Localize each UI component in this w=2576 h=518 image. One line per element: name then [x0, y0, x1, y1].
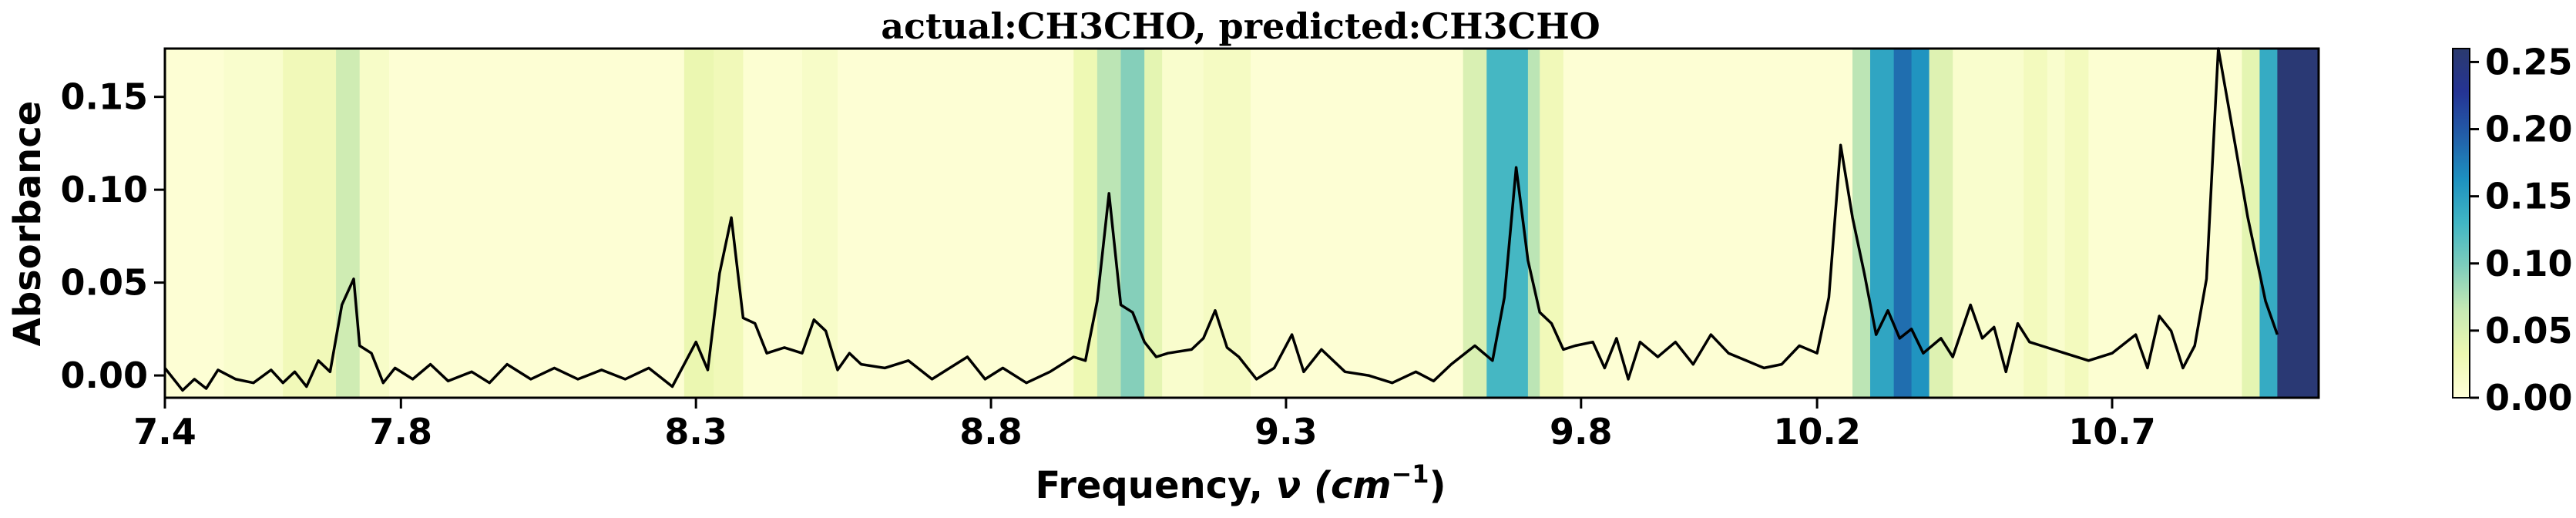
x-tick-label: 8.3	[664, 411, 727, 452]
x-tick-label: 7.4	[133, 411, 196, 452]
importance-band	[837, 49, 1074, 398]
importance-band	[1870, 49, 1895, 398]
colorbar-tick-label: 0.25	[2485, 41, 2573, 82]
importance-band	[2064, 49, 2089, 398]
y-axis-label: Absorbance	[6, 101, 49, 347]
importance-band	[1563, 49, 1853, 398]
importance-band	[714, 49, 744, 398]
colorbar-gradient	[2452, 48, 2470, 399]
importance-band	[1097, 49, 1122, 398]
x-axis-label-space	[1301, 464, 1314, 507]
importance-band	[1144, 49, 1163, 398]
colorbar-tick-label: 0.20	[2485, 109, 2573, 150]
y-axis: 0.00 0.05 0.10 0.15	[61, 76, 165, 396]
absorbance-line	[163, 47, 2279, 392]
x-tick-label: 10.2	[1773, 411, 1861, 452]
x-tick-label: 10.7	[2068, 411, 2156, 452]
importance-band	[2242, 49, 2260, 398]
importance-band	[1162, 49, 1204, 398]
importance-band	[2088, 49, 2242, 398]
importance-bands	[165, 49, 2319, 398]
importance-band	[1073, 49, 1098, 398]
chart-title: actual:CH3CHO, predicted:CH3CHO	[881, 5, 1600, 47]
x-tick-label: 8.8	[959, 411, 1023, 452]
importance-band	[165, 49, 225, 398]
importance-band	[1911, 49, 1930, 398]
x-axis-label: Frequency, ν (cm−1)	[1035, 459, 1446, 507]
importance-band	[1120, 49, 1145, 398]
importance-band	[1463, 49, 1487, 398]
importance-band	[359, 49, 390, 398]
importance-band	[683, 49, 714, 398]
x-tick-label: 7.8	[370, 411, 433, 452]
x-axis: 7.4 7.8 8.3 8.8 9.3 9.8 10.2 10.7	[133, 398, 2156, 452]
importance-band	[1852, 49, 1871, 398]
importance-band	[2047, 49, 2066, 398]
importance-band	[223, 49, 284, 398]
x-axis-label-close: )	[1429, 464, 1446, 507]
colorbar: 0.00 0.05 0.10 0.15 0.20 0.25	[2452, 41, 2573, 419]
importance-band	[1953, 49, 2024, 398]
importance-band	[1203, 49, 1251, 398]
importance-band	[2277, 49, 2319, 398]
plot-area	[163, 47, 2320, 399]
colorbar-tick-label: 0.10	[2485, 243, 2573, 284]
colorbar-ticks: 0.00 0.05 0.10 0.15 0.20 0.25	[2470, 41, 2573, 419]
plot-frame	[163, 47, 2320, 399]
x-axis-label-nu: ν	[1276, 464, 1301, 507]
importance-band	[1527, 49, 1540, 398]
y-tick-label: 0.10	[61, 169, 149, 210]
colorbar-tick-label: 0.05	[2485, 310, 2573, 352]
x-axis-label-text: Frequency,	[1035, 464, 1275, 507]
importance-band	[1250, 49, 1464, 398]
importance-band	[283, 49, 337, 398]
y-tick-label: 0.15	[61, 76, 149, 118]
colorbar-tick-label: 0.15	[2485, 176, 2573, 217]
absorbance-series	[163, 47, 2279, 392]
importance-band	[388, 49, 685, 398]
y-tick-label: 0.00	[61, 355, 149, 396]
colorbar-tick-label: 0.00	[2485, 377, 2573, 419]
importance-band	[802, 49, 838, 398]
importance-band	[1893, 49, 1913, 398]
x-tick-label: 9.3	[1254, 411, 1318, 452]
importance-band	[1486, 49, 1529, 398]
x-axis-label-unit: (cm	[1314, 464, 1391, 507]
importance-band	[2259, 49, 2278, 398]
x-tick-label: 9.8	[1550, 411, 1613, 452]
y-tick-label: 0.05	[61, 262, 149, 304]
importance-band	[743, 49, 803, 398]
x-axis-label-sup: −1	[1391, 459, 1429, 489]
importance-band	[336, 49, 361, 398]
